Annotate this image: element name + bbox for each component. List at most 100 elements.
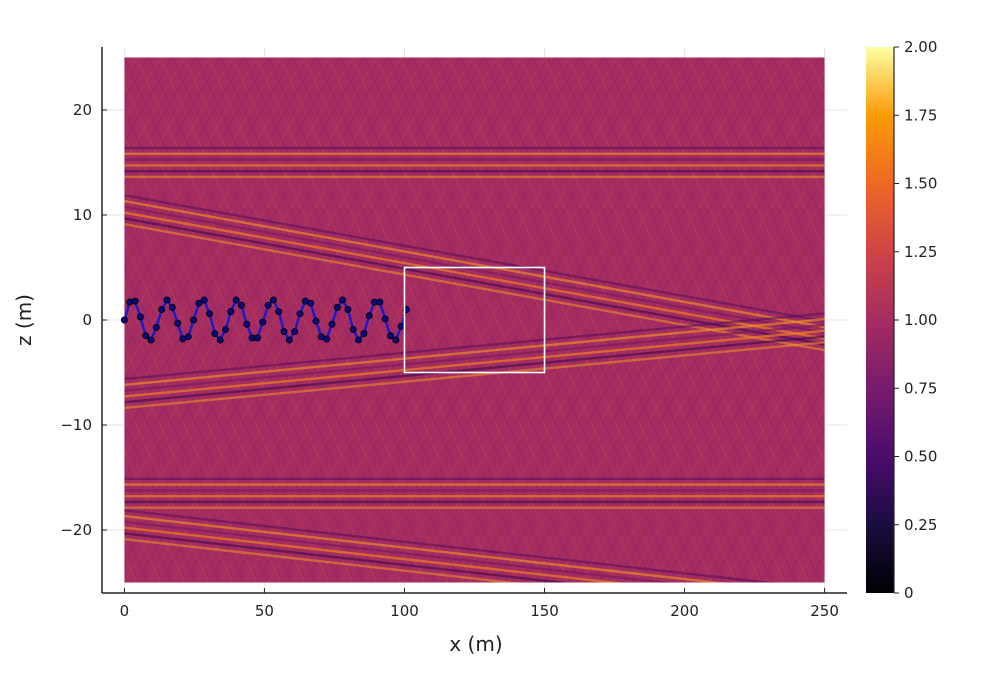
x-axis-label: x (m) xyxy=(449,632,502,656)
texture-stripe xyxy=(988,58,1000,583)
texture-stripe xyxy=(940,58,1000,583)
path-point xyxy=(339,296,347,304)
texture-stripe xyxy=(928,58,1000,583)
wave-band-stripe xyxy=(124,526,623,583)
wave-band-stripe xyxy=(124,329,825,398)
y-tick-label: −10 xyxy=(60,416,92,434)
texture-stripe xyxy=(0,58,4,583)
texture-stripe xyxy=(124,57,197,185)
path-point xyxy=(344,305,352,313)
x-tick-label: 100 xyxy=(390,602,419,620)
colorbar-tick-label: 1.75 xyxy=(904,106,937,124)
path-point xyxy=(365,312,373,320)
path-point xyxy=(285,336,293,344)
y-tick-label: 10 xyxy=(73,206,92,224)
texture-stripe xyxy=(124,57,233,248)
texture-stripe xyxy=(747,57,825,226)
texture-stripe xyxy=(735,57,825,252)
path-point xyxy=(291,328,299,336)
path-point xyxy=(307,299,315,307)
path-point xyxy=(232,296,240,304)
texture-stripe xyxy=(976,58,1000,583)
path-point xyxy=(397,322,405,330)
path-point xyxy=(312,317,320,325)
path-point xyxy=(237,301,245,309)
path-point xyxy=(206,310,214,318)
texture-stripe xyxy=(928,58,1000,583)
wave-band xyxy=(124,312,825,410)
path-point xyxy=(386,332,394,340)
texture-stripe xyxy=(964,58,1000,583)
wave-band-stripe xyxy=(124,318,825,387)
colorbar-tick-label: 2.00 xyxy=(904,38,937,56)
texture-stripe xyxy=(651,57,825,436)
path-point xyxy=(163,296,171,304)
texture-stripe xyxy=(952,58,1000,583)
path-point xyxy=(381,315,389,323)
path-point xyxy=(349,325,357,333)
texture-stripe xyxy=(964,58,1000,583)
path-point xyxy=(360,330,368,338)
wave-band-stripe xyxy=(124,335,825,404)
wave-band-stripe xyxy=(124,194,825,323)
path-point xyxy=(222,325,230,333)
texture-stripe xyxy=(124,57,185,164)
path-point xyxy=(264,301,272,309)
texture-stripe xyxy=(124,57,257,290)
texture-stripe xyxy=(988,58,1000,583)
path-point xyxy=(168,303,176,311)
texture-stripe xyxy=(675,57,825,383)
colorbar-tick-group: 0 0.25 0.50 0.75 1.00 1.25 1.50 1.75 2.00 xyxy=(894,38,937,602)
path-point xyxy=(211,330,219,338)
path-point xyxy=(253,334,261,342)
path-point xyxy=(184,333,192,341)
colorbar-tick-label: 0 xyxy=(904,584,914,602)
wave-band-stripe xyxy=(124,323,825,392)
path-point xyxy=(323,335,331,343)
wave-band-stripe xyxy=(124,514,726,583)
wave-band-stripe xyxy=(124,211,825,340)
wave-band-stripe xyxy=(124,532,572,583)
path-point xyxy=(227,308,235,316)
path-point xyxy=(333,303,341,311)
wave-band xyxy=(124,477,825,509)
path-point xyxy=(147,336,155,344)
colorbar-tick-label: 1.00 xyxy=(904,311,937,329)
x-tick-group: 0 50 100 150 200 250 xyxy=(120,588,839,620)
texture-stripe xyxy=(940,58,1000,583)
y-tick-label: −20 xyxy=(60,521,92,539)
texture-stripe xyxy=(124,57,353,458)
texture-stripe xyxy=(124,57,269,311)
colorbar-tick-label: 1.25 xyxy=(904,243,937,261)
texture-stripe xyxy=(952,58,1000,583)
x-tick-label: 0 xyxy=(120,602,130,620)
texture-stripe xyxy=(124,57,209,206)
path-overlay xyxy=(120,266,546,374)
texture-stripe xyxy=(711,57,825,305)
colorbar-tick-label: 0.25 xyxy=(904,516,937,534)
texture-stripe xyxy=(124,57,281,332)
path-point xyxy=(200,296,208,304)
colorbar-tick-label: 1.50 xyxy=(904,175,937,193)
x-tick-label: 250 xyxy=(810,602,839,620)
texture-stripe xyxy=(124,57,365,479)
path-point xyxy=(259,318,267,326)
texture-stripe xyxy=(0,58,4,583)
path-point xyxy=(131,297,139,305)
x-tick-label: 50 xyxy=(255,602,274,620)
path-point xyxy=(243,320,251,328)
path-point xyxy=(296,310,304,318)
texture-stripe xyxy=(976,58,1000,583)
texture-stripe xyxy=(783,57,825,147)
path-point xyxy=(376,298,384,306)
path-point xyxy=(355,336,363,344)
wave-band xyxy=(124,509,777,583)
wave-band-stripe xyxy=(124,509,777,583)
wave-band xyxy=(124,146,825,179)
y-tick-label: 0 xyxy=(82,311,92,329)
path-point xyxy=(280,328,288,336)
colorbar xyxy=(866,47,894,593)
texture-stripe xyxy=(124,57,245,269)
colorbar-tick-label: 0.75 xyxy=(904,379,937,397)
